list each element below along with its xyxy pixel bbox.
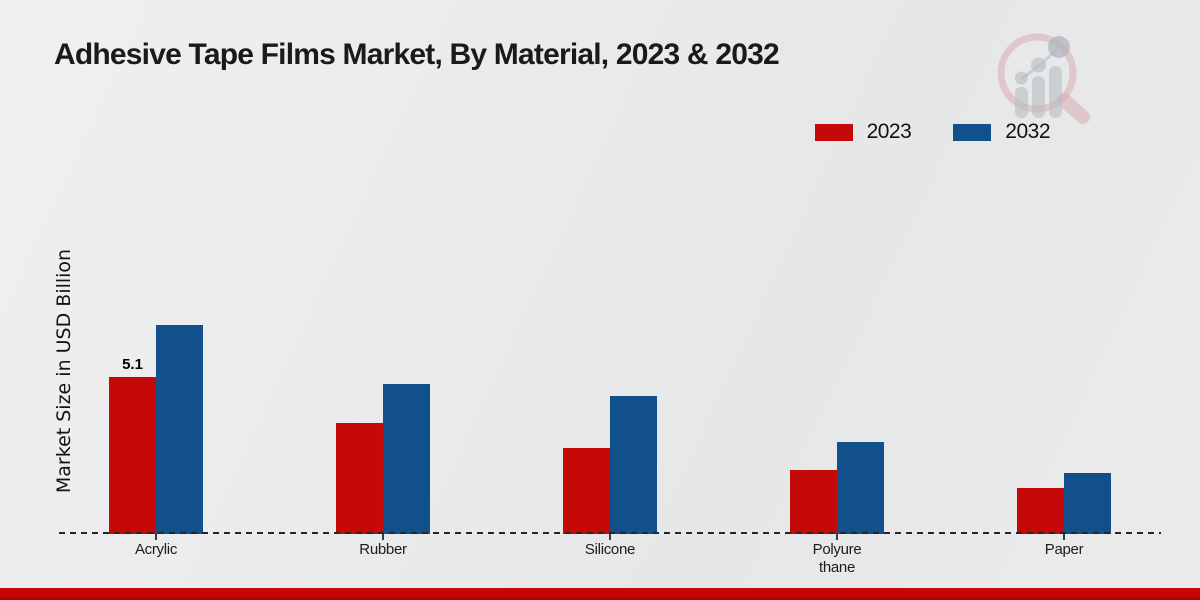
category-label-rubber: Rubber <box>359 541 407 558</box>
x-axis-tick <box>836 534 838 540</box>
legend-swatch-2032 <box>953 123 992 141</box>
bar-2023-polyurethane <box>790 470 837 534</box>
legend: 2023 2032 <box>814 120 1050 144</box>
bar-2032-polyurethane <box>837 442 884 534</box>
bar-2023-paper <box>1017 488 1064 534</box>
legend-label-2023: 2023 <box>866 120 912 143</box>
bar-2032-silicone <box>610 396 657 534</box>
category-label-silicone: Silicone <box>584 541 636 558</box>
legend-item-2032: 2032 <box>953 120 1050 144</box>
category-label-paper: Paper <box>1044 541 1084 558</box>
x-axis-tick <box>1063 534 1065 540</box>
x-axis-tick <box>155 534 157 540</box>
legend-label-2032: 2032 <box>1005 120 1050 143</box>
category-label-acrylic: Acrylic <box>134 541 178 558</box>
bottom-red-stripe <box>0 588 1200 600</box>
x-axis-dashed-baseline <box>59 532 1161 534</box>
category-label-polyurethane: Polyure thane <box>812 541 862 576</box>
bar-2023-rubber <box>336 423 383 534</box>
legend-swatch-2023 <box>814 123 853 141</box>
bar-2032-acrylic <box>156 325 203 534</box>
brand-logo-watermark-icon <box>997 33 1090 124</box>
bar-2023-silicone <box>563 448 610 534</box>
bar-2032-paper <box>1064 473 1111 534</box>
chart-title: Adhesive Tape Films Market, By Material,… <box>54 38 780 71</box>
bar-value-label: 5.1 <box>122 356 143 373</box>
bar-2032-rubber <box>383 384 430 534</box>
x-axis-tick <box>382 534 384 540</box>
legend-item-2023: 2023 <box>814 120 912 144</box>
bar-2023-acrylic <box>109 377 156 534</box>
x-axis-tick <box>609 534 611 540</box>
